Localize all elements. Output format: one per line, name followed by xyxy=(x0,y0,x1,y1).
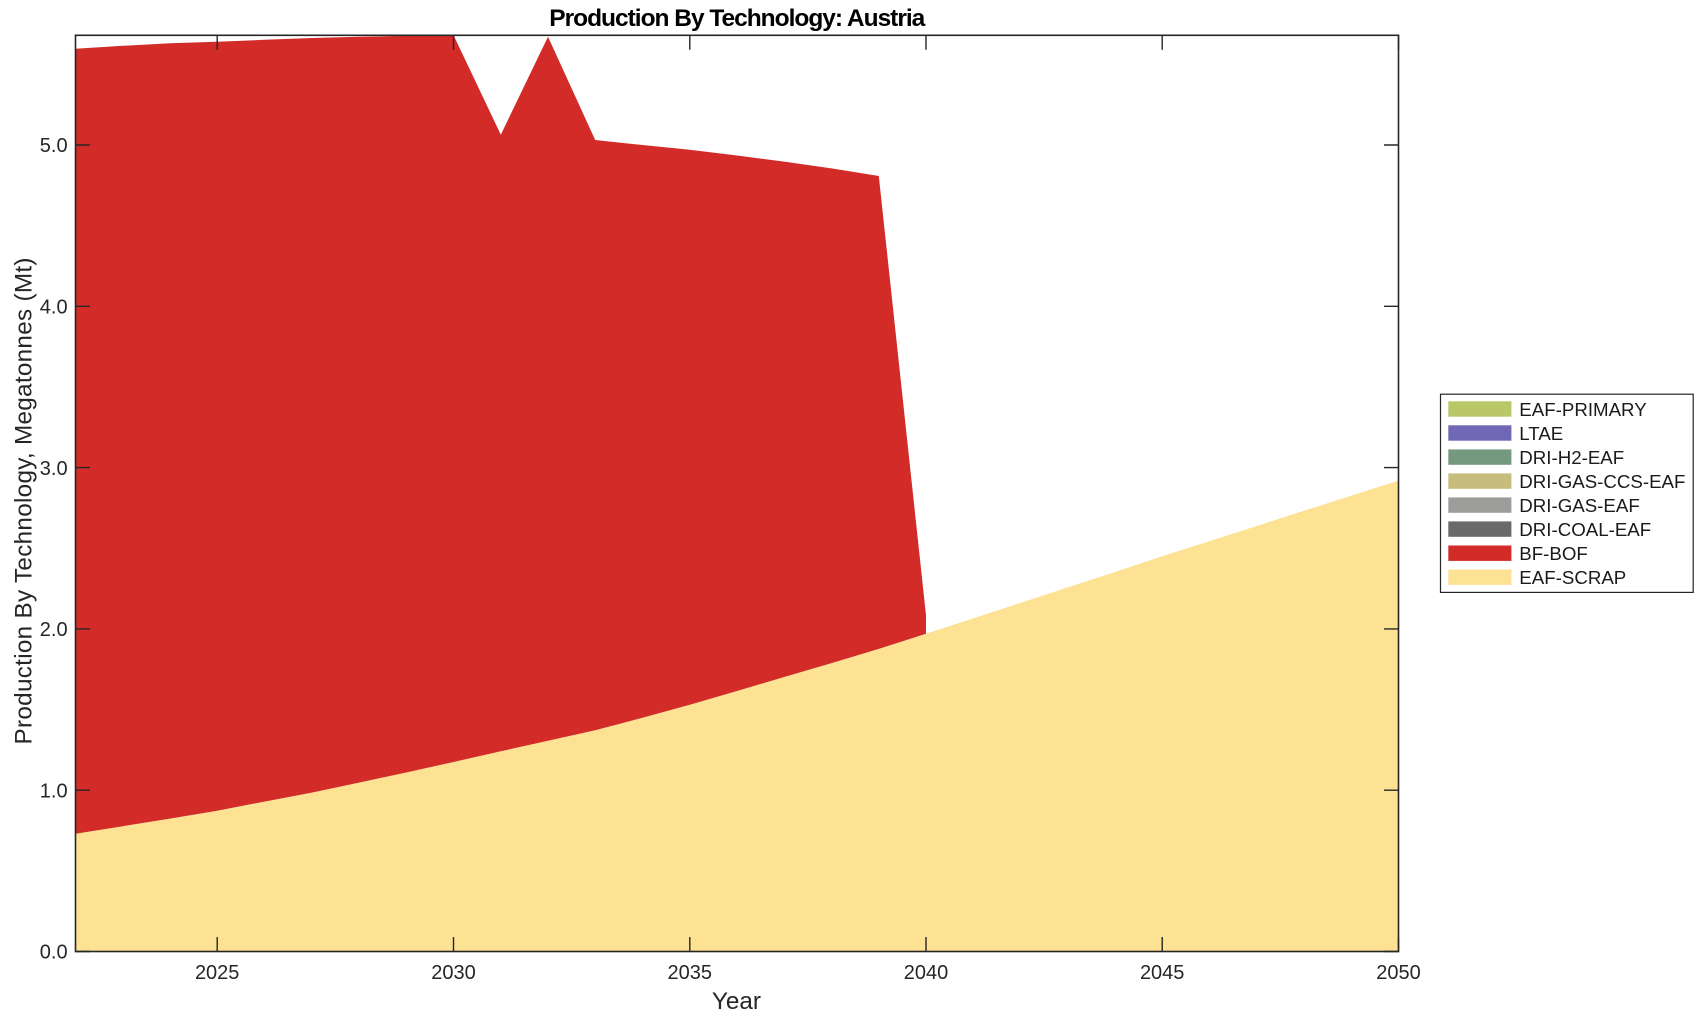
svg-text:3.0: 3.0 xyxy=(40,458,68,480)
svg-text:5.0: 5.0 xyxy=(40,135,68,157)
svg-text:4.0: 4.0 xyxy=(40,297,68,319)
svg-text:LTAE: LTAE xyxy=(1519,423,1563,444)
svg-text:2035: 2035 xyxy=(668,962,713,984)
svg-text:1.0: 1.0 xyxy=(40,780,68,802)
svg-text:2050: 2050 xyxy=(1376,962,1421,984)
svg-text:0.0: 0.0 xyxy=(40,942,68,964)
svg-text:Year: Year xyxy=(712,988,761,1015)
svg-text:BF-BOF: BF-BOF xyxy=(1519,543,1588,564)
svg-text:DRI-H2-EAF: DRI-H2-EAF xyxy=(1519,447,1624,468)
svg-text:2025: 2025 xyxy=(195,962,240,984)
svg-text:EAF-PRIMARY: EAF-PRIMARY xyxy=(1519,399,1647,420)
svg-text:DRI-COAL-EAF: DRI-COAL-EAF xyxy=(1519,519,1651,540)
svg-text:Production By Technology, Mega: Production By Technology, Megatonnes (Mt… xyxy=(11,258,38,745)
svg-text:2030: 2030 xyxy=(431,962,476,984)
svg-text:2.0: 2.0 xyxy=(40,619,68,641)
svg-text:EAF-SCRAP: EAF-SCRAP xyxy=(1519,567,1626,588)
svg-text:2045: 2045 xyxy=(1140,962,1185,984)
svg-text:DRI-GAS-CCS-EAF: DRI-GAS-CCS-EAF xyxy=(1519,471,1685,492)
svg-text:2040: 2040 xyxy=(904,962,949,984)
svg-text:Production By Technology: Aust: Production By Technology: Austria xyxy=(549,5,925,32)
svg-text:DRI-GAS-EAF: DRI-GAS-EAF xyxy=(1519,495,1639,516)
